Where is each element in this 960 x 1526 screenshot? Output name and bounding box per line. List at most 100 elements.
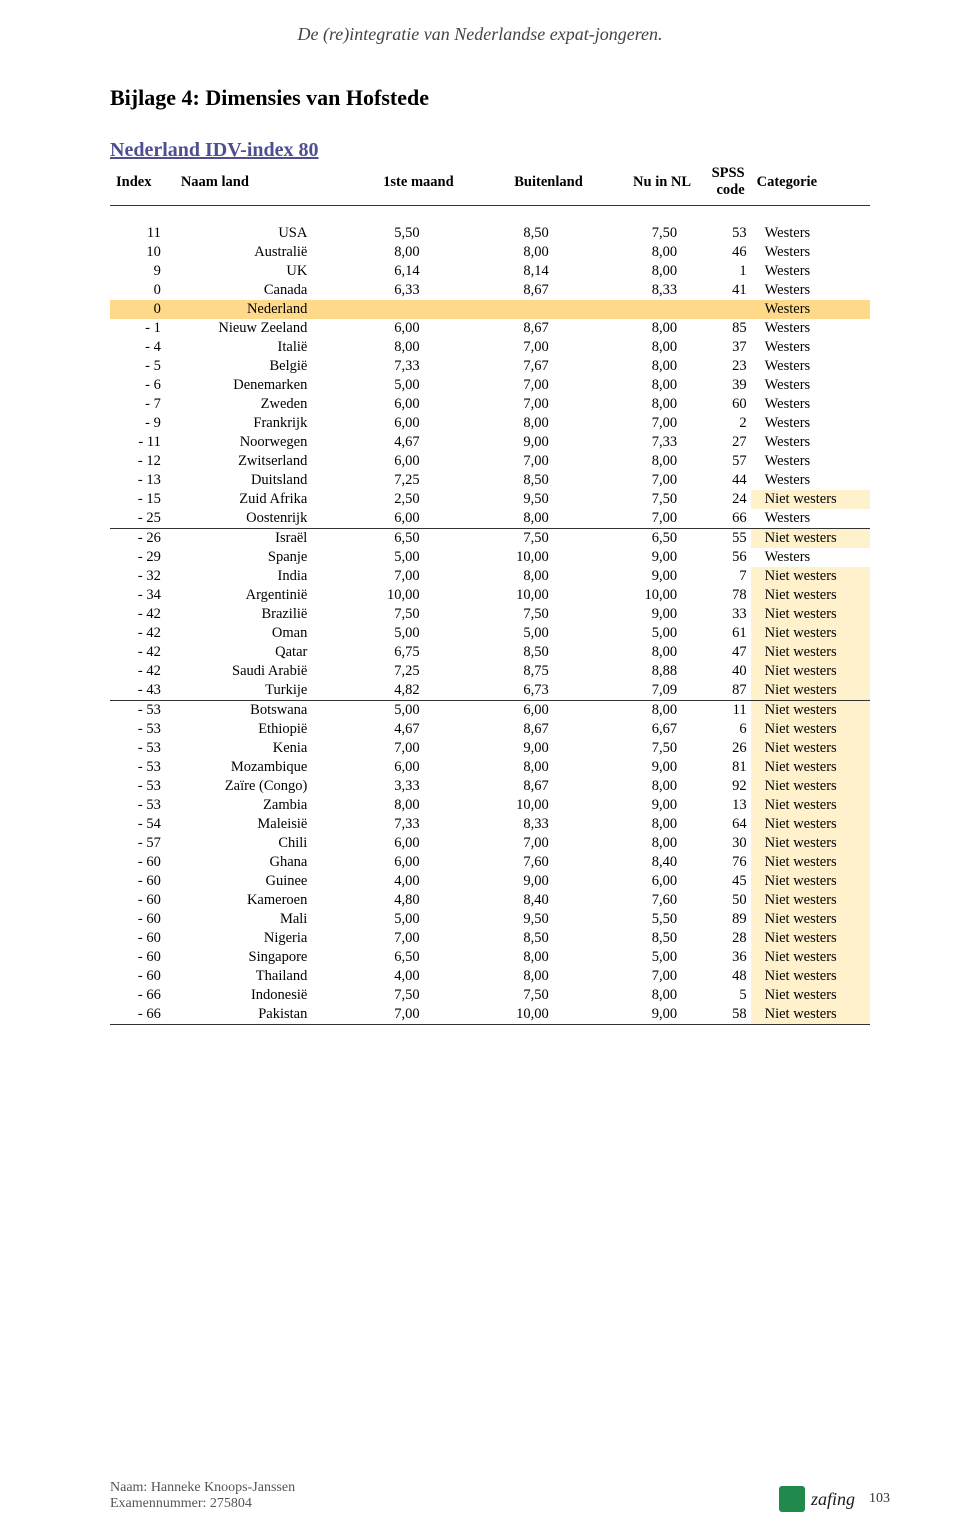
- cell-name: Ethiopië: [175, 720, 332, 739]
- cell-m2: 9,50: [460, 910, 589, 929]
- cell-m3: 8,00: [589, 376, 697, 395]
- cell-index: - 53: [110, 796, 175, 815]
- cell-m3: 8,00: [589, 357, 697, 376]
- cell-m3: 6,67: [589, 720, 697, 739]
- cell-index: - 42: [110, 624, 175, 643]
- cell-m2: 9,50: [460, 490, 589, 509]
- cell-index: - 25: [110, 509, 175, 528]
- cell-m2: 7,50: [460, 986, 589, 1005]
- cell-name: Spanje: [175, 548, 332, 567]
- table-row: - 7Zweden6,007,008,0060Westers: [110, 395, 870, 414]
- cell-cat: Niet westers: [751, 834, 870, 853]
- table-row: - 60Mali5,009,505,5089Niet westers: [110, 910, 870, 929]
- cell-m2: 10,00: [460, 1005, 589, 1024]
- cell-m2: 7,60: [460, 853, 589, 872]
- cell-m2: 8,67: [460, 720, 589, 739]
- cell-m1: 6,00: [331, 395, 459, 414]
- cell-index: 0: [110, 281, 175, 300]
- cell-cat: Westers: [751, 357, 870, 376]
- table-row: 0NederlandWesters: [110, 300, 870, 319]
- cell-cat: Westers: [751, 319, 870, 338]
- cell-m1: 7,00: [331, 567, 459, 586]
- cell-cat: Niet westers: [751, 567, 870, 586]
- cell-m2: 8,67: [460, 281, 589, 300]
- cell-m3: 8,00: [589, 262, 697, 281]
- cell-m2: 8,00: [460, 967, 589, 986]
- cell-m2: 8,00: [460, 243, 589, 262]
- table-row: - 42Oman5,005,005,0061Niet westers: [110, 624, 870, 643]
- cell-m3: [589, 300, 697, 319]
- cell-m3: 9,00: [589, 567, 697, 586]
- cell-index: - 1: [110, 319, 175, 338]
- page-header: De (re)integratie van Nederlandse expat-…: [0, 24, 960, 45]
- cell-m3: 7,50: [589, 739, 697, 758]
- cell-spss: 36: [697, 948, 751, 967]
- cell-name: Australië: [175, 243, 332, 262]
- table-row: - 53Kenia7,009,007,5026Niet westers: [110, 739, 870, 758]
- cell-m2: 8,14: [460, 262, 589, 281]
- cell-index: - 5: [110, 357, 175, 376]
- cell-m1: 6,50: [331, 948, 459, 967]
- cell-spss: 81: [697, 758, 751, 777]
- cell-cat: Westers: [751, 471, 870, 490]
- cell-cat: Westers: [751, 376, 870, 395]
- cell-name: Pakistan: [175, 1005, 332, 1024]
- footer-exam: Examennummer: 275804: [110, 1496, 295, 1512]
- cell-spss: 64: [697, 815, 751, 834]
- university-mark: zafing: [779, 1486, 855, 1512]
- cell-spss: 60: [697, 395, 751, 414]
- cell-spss: 6: [697, 720, 751, 739]
- cell-m1: 6,00: [331, 758, 459, 777]
- cell-cat: Westers: [751, 548, 870, 567]
- table-row: - 6Denemarken5,007,008,0039Westers: [110, 376, 870, 395]
- cell-index: - 60: [110, 872, 175, 891]
- cell-spss: 61: [697, 624, 751, 643]
- cell-spss: 1: [697, 262, 751, 281]
- cell-m1: 4,82: [331, 681, 459, 700]
- cell-cat: Niet westers: [751, 815, 870, 834]
- footer: Naam: Hanneke Knoops-Janssen Examennumme…: [110, 1480, 890, 1512]
- cell-m2: 7,00: [460, 834, 589, 853]
- cell-index: - 53: [110, 777, 175, 796]
- cell-spss: 85: [697, 319, 751, 338]
- cell-m2: 8,75: [460, 662, 589, 681]
- cell-index: - 60: [110, 910, 175, 929]
- cell-m2: 8,67: [460, 319, 589, 338]
- cell-cat: Niet westers: [751, 662, 870, 681]
- cell-cat: Westers: [751, 433, 870, 452]
- cell-m1: 6,50: [331, 528, 459, 548]
- table-row: 10Australië8,008,008,0046Westers: [110, 243, 870, 262]
- cell-m1: 7,00: [331, 739, 459, 758]
- cell-cat: Niet westers: [751, 967, 870, 986]
- cell-m2: [460, 300, 589, 319]
- table-row: 11USA5,508,507,5053Westers: [110, 224, 870, 243]
- cell-name: Brazilië: [175, 605, 332, 624]
- cell-m2: 5,00: [460, 624, 589, 643]
- cell-index: - 53: [110, 758, 175, 777]
- cell-m2: 9,00: [460, 739, 589, 758]
- cell-m1: 6,00: [331, 414, 459, 433]
- cell-name: Indonesië: [175, 986, 332, 1005]
- cell-spss: 50: [697, 891, 751, 910]
- cell-cat: Westers: [751, 262, 870, 281]
- cell-spss: 45: [697, 872, 751, 891]
- cell-m1: 6,75: [331, 643, 459, 662]
- cell-spss: 58: [697, 1005, 751, 1024]
- cell-cat: Westers: [751, 281, 870, 300]
- table-row: - 42Saudi Arabië7,258,758,8840Niet weste…: [110, 662, 870, 681]
- cell-m2: 7,50: [460, 528, 589, 548]
- cell-m3: 8,00: [589, 338, 697, 357]
- cell-index: - 15: [110, 490, 175, 509]
- cell-spss: 47: [697, 643, 751, 662]
- cell-name: Canada: [175, 281, 332, 300]
- cell-m2: 10,00: [460, 586, 589, 605]
- cell-spss: 46: [697, 243, 751, 262]
- cell-cat: Westers: [751, 395, 870, 414]
- cell-m3: 7,60: [589, 891, 697, 910]
- col-index: Index: [110, 162, 175, 206]
- cell-spss: 41: [697, 281, 751, 300]
- cell-index: - 42: [110, 662, 175, 681]
- cell-m2: 10,00: [460, 548, 589, 567]
- table-row: 0Canada6,338,678,3341Westers: [110, 281, 870, 300]
- table-row: - 53Mozambique6,008,009,0081Niet westers: [110, 758, 870, 777]
